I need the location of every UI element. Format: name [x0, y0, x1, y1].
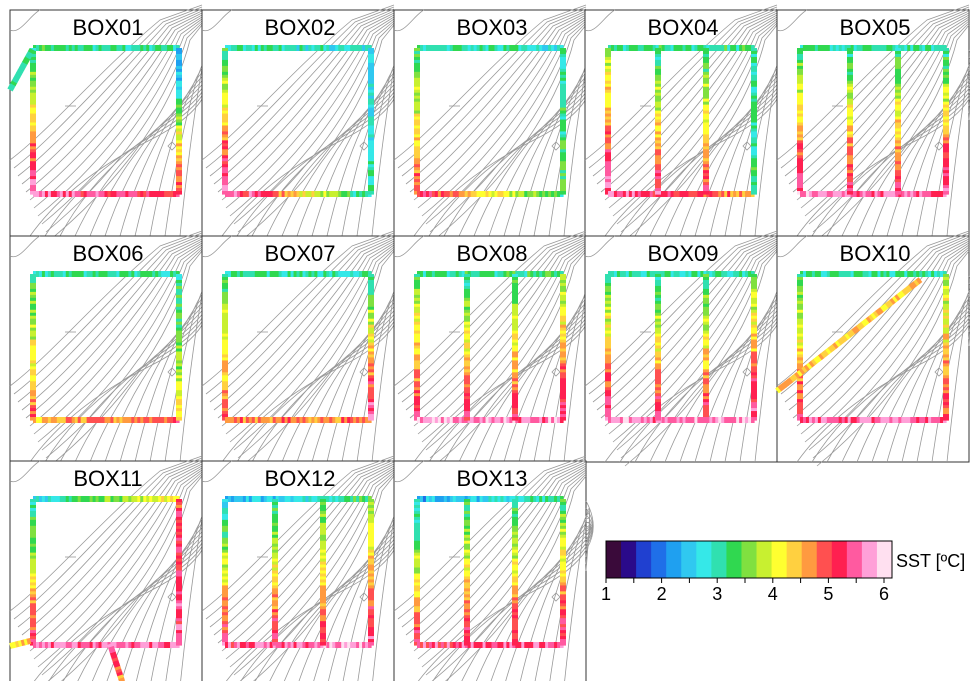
colorbar-frame: [605, 540, 893, 579]
colorbar-swatch: [726, 541, 742, 578]
colorbar-swatch: [756, 541, 773, 578]
colorbar-swatch: [771, 541, 788, 578]
colorbar-label: SST [ºC]: [896, 551, 965, 571]
coast-line: [9, 460, 41, 483]
coast-line: [393, 460, 425, 483]
colorbar-swatch: [696, 541, 712, 578]
coast-line: [9, 235, 41, 258]
coast-line: [584, 9, 616, 32]
panel-title: BOX08: [457, 241, 528, 266]
panel-title: BOX12: [265, 466, 336, 491]
panel-box09: BOX09: [584, 230, 785, 467]
colorbar-swatch: [786, 541, 803, 578]
colorbar-swatch: [621, 541, 637, 578]
panel-box13: BOX13: [393, 455, 594, 681]
colorbar-swatch: [816, 541, 833, 578]
track-approach: [7, 48, 35, 92]
coast-line: [393, 9, 425, 32]
panel-box11: BOX11: [9, 455, 210, 681]
colorbar-tick-label: 5: [823, 584, 833, 604]
colorbar-swatch: [711, 541, 727, 578]
colorbar-swatch: [681, 541, 697, 578]
colorbar-swatch: [876, 541, 893, 578]
panel-title: BOX05: [840, 15, 911, 40]
colorbar-swatch: [831, 541, 848, 578]
colorbar-tick-label: 4: [768, 584, 778, 604]
panel-title: BOX10: [840, 241, 911, 266]
track-exit: [107, 643, 126, 681]
panel-box12: BOX12: [201, 455, 402, 681]
colorbar-tick-label: 3: [712, 584, 722, 604]
panel-title: BOX07: [265, 241, 336, 266]
colorbar-swatch: [651, 541, 667, 578]
colorbar-swatch: [741, 541, 758, 578]
colorbar-swatch: [666, 541, 682, 578]
colorbar-tick-label: 2: [657, 584, 667, 604]
coast-line: [201, 235, 233, 258]
panel-box10: BOX10: [775, 230, 970, 467]
panel-title: BOX13: [457, 466, 528, 491]
coast-line: [584, 235, 616, 258]
colorbar-tick-label: 6: [879, 584, 889, 604]
track-diagonal: [775, 277, 923, 394]
panel-box05: BOX05: [776, 4, 970, 241]
track-approach: [9, 637, 32, 649]
colorbar-swatch: [636, 541, 652, 578]
coast-line: [201, 460, 233, 483]
panel-title: BOX01: [73, 15, 144, 40]
coast-line: [776, 235, 808, 258]
panel-box04: BOX04: [584, 4, 785, 241]
colorbar-swatch: [846, 541, 863, 578]
panel-title: BOX06: [73, 241, 144, 266]
panel-title: BOX04: [648, 15, 719, 40]
panel-title: BOX11: [73, 466, 142, 491]
coast-line: [776, 9, 808, 32]
panel-box01: BOX01: [7, 4, 210, 241]
panel-box08: BOX08: [393, 230, 594, 467]
colorbar-swatch: [606, 541, 622, 578]
panel-box07: BOX07: [201, 230, 402, 467]
colorbar-swatch: [801, 541, 818, 578]
panel-title: BOX09: [648, 241, 719, 266]
panel-box02: BOX02: [201, 4, 402, 241]
colorbar: 1 2 3 4 5 6 SST [ºC]: [601, 540, 965, 604]
panel-title: BOX02: [265, 15, 336, 40]
coast-line: [201, 9, 233, 32]
panel-box03: BOX03: [393, 4, 594, 241]
colorbar-swatch: [861, 541, 878, 578]
panel-title: BOX03: [457, 15, 528, 40]
panel-box06: BOX06: [9, 230, 210, 467]
coast-line: [393, 235, 425, 258]
coast-line: [9, 9, 41, 32]
colorbar-tick-label: 1: [601, 584, 611, 604]
